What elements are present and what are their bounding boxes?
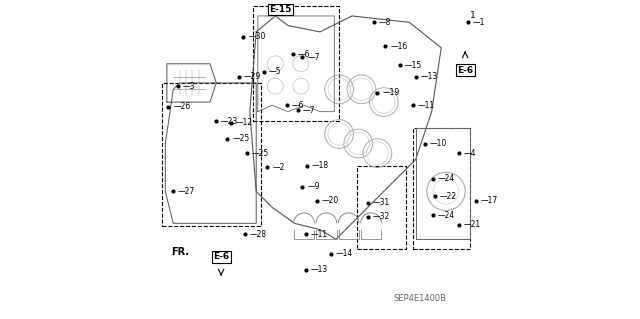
Text: E-6: E-6 [457,66,473,75]
Text: —6: —6 [291,101,304,110]
Text: —23: —23 [221,117,238,126]
Text: —24: —24 [438,174,455,183]
Text: FR.: FR. [171,247,189,257]
Text: —15: —15 [404,61,422,70]
Text: —30: —30 [248,32,266,41]
Text: —4: —4 [463,149,476,158]
Text: —32: —32 [372,212,390,221]
Text: —16: —16 [390,42,408,51]
Text: —31: —31 [372,198,390,207]
Text: —8: —8 [379,18,392,27]
Text: —3: —3 [183,82,195,91]
Text: 1: 1 [470,11,476,20]
Text: —29: —29 [243,72,260,81]
Text: —7: —7 [307,53,320,62]
Text: SEP4E1400B: SEP4E1400B [394,294,446,303]
Text: —26: —26 [173,102,191,111]
Text: —6: —6 [298,50,310,59]
Text: —24: —24 [438,211,455,220]
Text: —7: —7 [303,106,315,115]
Text: —27: —27 [178,187,195,196]
Text: —2: —2 [272,163,285,172]
Text: —20: —20 [321,197,339,205]
Text: —1: —1 [473,18,486,27]
Text: E-6: E-6 [213,252,229,261]
Text: —19: —19 [382,88,399,97]
Text: —10: —10 [430,139,447,148]
Text: —25: —25 [252,149,269,158]
Text: —25: —25 [232,134,250,143]
Text: —18: —18 [312,161,329,170]
Text: —5: —5 [269,67,282,76]
Text: —13: —13 [420,72,438,81]
Text: —14: —14 [336,249,353,258]
Text: —28: —28 [250,230,267,239]
Text: E-15: E-15 [269,5,291,14]
Text: —22: —22 [440,192,457,201]
Text: —21: —21 [463,220,481,229]
Text: —12: —12 [236,118,253,127]
Text: —13: —13 [310,265,328,274]
Text: —11: —11 [417,101,435,110]
Text: —17: —17 [481,197,499,205]
Text: —9: —9 [307,182,320,191]
Text: —11: —11 [310,230,328,239]
